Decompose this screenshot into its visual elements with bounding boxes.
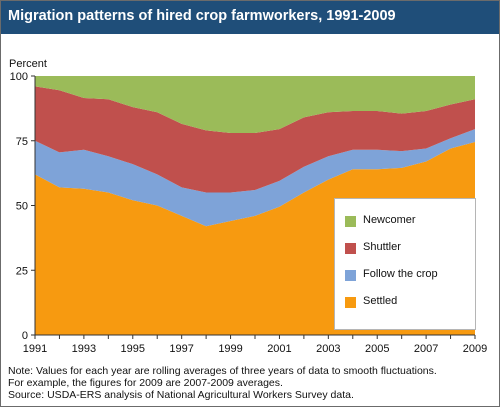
- area-layers: [35, 76, 475, 335]
- title-bar: Migration patterns of hired crop farmwor…: [1, 1, 499, 34]
- y-axis-label: Percent: [9, 58, 47, 70]
- legend-label-follow-the-crop: Follow the crop: [363, 268, 438, 280]
- legend-label-newcomer: Newcomer: [363, 214, 416, 226]
- area-shuttler: [35, 86, 475, 193]
- x-tick-label-1993: 1993: [72, 343, 96, 355]
- axes: 0 25 50 75 100 1991 1993 1995 1997 1999 2001 2003 20…: [10, 71, 488, 355]
- x-tick-label-1991: 1991: [23, 343, 47, 355]
- footnote-source: Source: USDA-ERS analysis of National Ag…: [8, 389, 354, 401]
- legend: Newcomer Shuttler Follow the crop Settle…: [334, 198, 476, 330]
- x-tick-label-2007: 2007: [414, 343, 438, 355]
- legend-swatch-settled: [345, 297, 356, 308]
- legend-label-shuttler: Shuttler: [363, 241, 401, 253]
- y-tick-label-0: 0: [22, 330, 28, 342]
- footnote-line-2: For example, the figures for 2009 are 20…: [8, 377, 283, 389]
- x-tick-label-1999: 1999: [218, 343, 242, 355]
- legend-swatch-shuttler: [345, 243, 356, 254]
- x-tick-label-2003: 2003: [316, 343, 340, 355]
- footnote-line-1: Note: Values for each year are rolling a…: [8, 365, 437, 377]
- chart-title: Migration patterns of hired crop farmwor…: [8, 8, 396, 24]
- legend-label-settled: Settled: [363, 295, 398, 307]
- x-tick-label-2005: 2005: [365, 343, 389, 355]
- y-tick-label-25: 25: [16, 265, 28, 277]
- y-tick-label-75: 75: [16, 136, 28, 148]
- x-tick-label-2001: 2001: [267, 343, 291, 355]
- y-tick-label-50: 50: [16, 201, 28, 213]
- legend-swatch-newcomer: [345, 216, 356, 227]
- x-tick-label-2009: 2009: [463, 343, 487, 355]
- legend-swatch-follow-the-crop: [345, 270, 356, 281]
- y-tick-label-100: 100: [10, 71, 28, 83]
- area-newcomer: [35, 76, 475, 133]
- x-tick-label-1997: 1997: [169, 343, 193, 355]
- x-tick-label-1995: 1995: [121, 343, 145, 355]
- area-follow-the-crop: [35, 129, 475, 227]
